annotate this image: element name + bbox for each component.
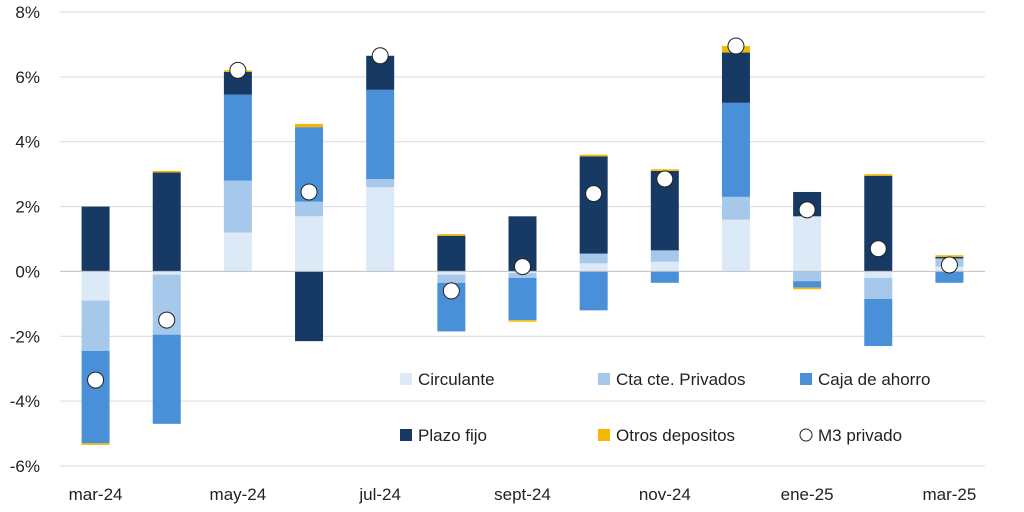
bar-segment-plazo-fijo [579, 156, 608, 254]
m3-marker [229, 61, 247, 79]
m3-marker [87, 371, 105, 389]
legend-label: Circulante [418, 370, 495, 389]
legend-marker [799, 428, 813, 442]
x-tick-label: mar-25 [922, 485, 976, 504]
bar-segment-caja-de-ahorro [721, 102, 750, 197]
m3-marker [371, 47, 389, 65]
legend-label: Otros depositos [616, 426, 735, 445]
bar-segment-caja-de-ahorro [508, 277, 537, 321]
bar-segment-cta-cte-privados [721, 196, 750, 220]
legend-label: Plazo fijo [418, 426, 487, 445]
bar-segment-caja-de-ahorro [935, 271, 964, 283]
x-tick-label: nov-24 [639, 485, 691, 504]
x-tick-label: jul-24 [358, 485, 401, 504]
bar-segment-caja-de-ahorro [650, 271, 679, 283]
bar-segment-cta-cte-privados [366, 179, 395, 188]
bar-segment-cta-cte-privados [437, 274, 466, 283]
bar-segment-caja-de-ahorro [864, 298, 893, 347]
bar-segment-otros-depositos [81, 443, 110, 445]
bar-segment-caja-de-ahorro [579, 271, 608, 311]
x-tick-label: may-24 [210, 485, 267, 504]
bar-segment-circulante [793, 216, 822, 272]
bar-segment-caja-de-ahorro [152, 334, 181, 424]
m3-marker [442, 282, 460, 300]
bar-segment-otros-depositos [508, 320, 537, 322]
legend-label: M3 privado [818, 426, 902, 445]
y-tick-label: -2% [10, 327, 40, 346]
x-tick-label: mar-24 [69, 485, 123, 504]
bar-segment-caja-de-ahorro [223, 94, 252, 181]
legend-swatch [598, 373, 610, 385]
m3-marker [798, 201, 816, 219]
bar-segment-plazo-fijo [223, 71, 252, 95]
bar-segment-plazo-fijo [81, 206, 110, 272]
bar-segment-circulante [152, 271, 181, 275]
legend-swatch [400, 373, 412, 385]
m3-marker [158, 311, 176, 329]
bar-segment-cta-cte-privados [579, 253, 608, 264]
bar-segment-cta-cte-privados [81, 300, 110, 351]
x-tick-label: sept-24 [494, 485, 551, 504]
bar-segment-cta-cte-privados [793, 271, 822, 282]
bar-segment-caja-de-ahorro [366, 89, 395, 180]
bar-segment-otros-depositos [295, 123, 324, 128]
m3-marker [656, 170, 674, 188]
bar-segment-otros-depositos [935, 255, 964, 257]
bar-segment-circulante [579, 263, 608, 272]
y-tick-label: 8% [15, 3, 40, 22]
bar-segment-circulante [295, 216, 324, 272]
y-tick-label: 6% [15, 68, 40, 87]
bar-segment-circulante [437, 271, 466, 275]
bar-segment-circulante [81, 271, 110, 301]
m3-marker [300, 183, 318, 201]
bar-segment-plazo-fijo [721, 52, 750, 103]
bar-segment-circulante [650, 261, 679, 272]
bar-segment-plazo-fijo [152, 172, 181, 272]
bar-segment-circulante [223, 232, 252, 272]
legend-swatch [598, 429, 610, 441]
m3-marker [940, 256, 958, 274]
bar-segment-otros-depositos [793, 287, 822, 290]
bar-segment-otros-depositos [864, 174, 893, 176]
y-tick-label: 2% [15, 198, 40, 217]
x-tick-label: ene-25 [781, 485, 834, 504]
legend-swatch [400, 429, 412, 441]
bar-segment-otros-depositos [650, 169, 679, 171]
bar-segment-circulante [864, 271, 893, 278]
bar-segment-circulante [721, 219, 750, 272]
bar-segment-otros-depositos [579, 154, 608, 157]
bar-segment-otros-depositos [437, 234, 466, 236]
m3-marker [869, 240, 887, 258]
y-tick-label: 0% [15, 262, 40, 281]
bar-segment-otros-depositos [152, 170, 181, 173]
legend-label: Cta cte. Privados [616, 370, 745, 389]
y-tick-label: -6% [10, 457, 40, 476]
m3-marker [585, 185, 603, 203]
bar-segment-cta-cte-privados [650, 250, 679, 262]
bar-segment-cta-cte-privados [864, 277, 893, 299]
bar-segment-caja-de-ahorro [793, 281, 822, 288]
bar-segment-caja-de-ahorro [81, 350, 110, 444]
y-tick-label: -4% [10, 392, 40, 411]
m3-marker [727, 37, 745, 55]
legend-label: Caja de ahorro [818, 370, 930, 389]
bar-segment-cta-cte-privados [223, 180, 252, 233]
bar-segment-plazo-fijo [437, 235, 466, 272]
m3-marker [514, 258, 531, 276]
legend-swatch [800, 373, 812, 385]
bar-segment-plazo-fijo [295, 271, 324, 342]
y-tick-label: 4% [15, 133, 40, 152]
bar-segment-circulante [366, 187, 395, 272]
bar-segment-cta-cte-privados [508, 273, 537, 278]
bar-segment-cta-cte-privados [295, 201, 324, 217]
